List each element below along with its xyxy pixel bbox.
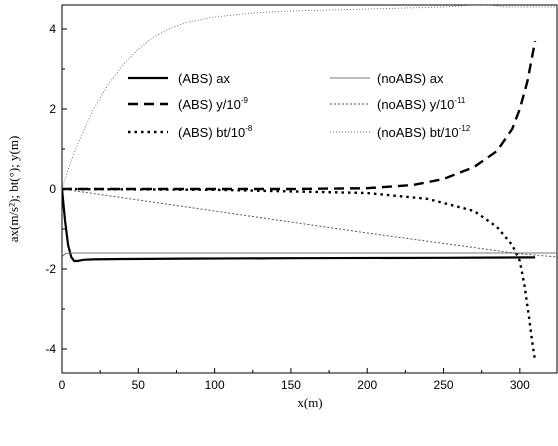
- legend-label-2: (ABS) bt/10-8: [178, 124, 253, 140]
- y-axis-label: ax(m/s²); bt(°); y(m): [6, 136, 21, 243]
- x-tick-label: 250: [434, 378, 454, 392]
- legend-label-sup: -8: [245, 124, 253, 133]
- legend-label-sup: -12: [459, 124, 471, 133]
- y-tick-label: 2: [49, 102, 56, 116]
- legend-label-sup: -9: [241, 96, 249, 105]
- series-line-0: [62, 188, 536, 263]
- legend-label-main: (noABS) y/10: [377, 97, 454, 112]
- legend: (ABS) ax (ABS) y/10-9 (ABS) bt/10-8 (noABS)…: [128, 71, 471, 140]
- legend-label-main: (noABS) bt/10: [377, 125, 459, 140]
- legend-label-main: (ABS) y/10: [178, 97, 241, 112]
- legend-label-3: (noABS) ax: [377, 71, 444, 86]
- series-layer: [62, 5, 558, 362]
- x-tick-label: 200: [357, 378, 377, 392]
- axes-layer: 0 50 100 150 200 250 300 -4 -2 0 2 4: [45, 22, 530, 392]
- legend-label-4: (noABS) y/10-11: [377, 96, 466, 112]
- x-tick-label: 100: [205, 378, 225, 392]
- x-tick-label: 50: [132, 378, 146, 392]
- series-line-3: [62, 252, 558, 258]
- legend-label-main: (noABS) ax: [377, 71, 444, 86]
- x-axis-label: x(m): [297, 395, 322, 410]
- series-line-2: [62, 187, 537, 362]
- y-tick-label: 4: [49, 22, 56, 36]
- series-line-5: [62, 5, 558, 190]
- y-tick-label: 0: [49, 182, 56, 196]
- x-tick-label: 300: [510, 378, 530, 392]
- legend-label-main: (ABS) bt/10: [178, 125, 245, 140]
- legend-label-1: (ABS) y/10-9: [178, 96, 249, 112]
- x-tick-label: 150: [281, 378, 301, 392]
- series-line-1: [62, 40, 537, 191]
- series-line-4: [62, 188, 558, 258]
- legend-label-0: (ABS) ax: [178, 71, 231, 86]
- x-tick-label: 0: [59, 378, 66, 392]
- y-tick-label: -4: [45, 342, 56, 356]
- legend-label-sup: -11: [454, 96, 466, 105]
- y-tick-label: -2: [45, 262, 56, 276]
- legend-label-main: (ABS) ax: [178, 71, 231, 86]
- legend-label-5: (noABS) bt/10-12: [377, 124, 471, 140]
